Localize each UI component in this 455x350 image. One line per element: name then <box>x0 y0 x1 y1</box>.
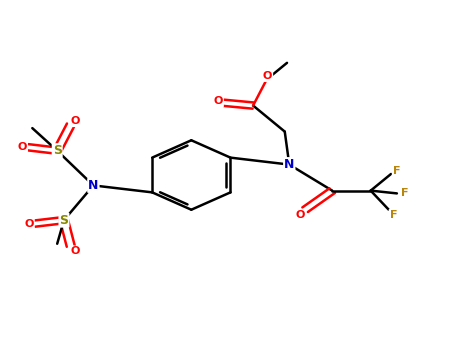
Text: O: O <box>71 116 80 126</box>
Text: S: S <box>53 144 62 157</box>
Text: O: O <box>25 219 34 229</box>
Text: O: O <box>18 142 27 152</box>
Text: O: O <box>213 96 223 106</box>
Text: F: F <box>401 188 409 198</box>
Text: F: F <box>393 166 400 176</box>
Text: F: F <box>389 210 397 220</box>
Text: N: N <box>88 179 99 192</box>
Text: N: N <box>284 158 294 171</box>
Text: S: S <box>60 214 68 227</box>
Text: O: O <box>296 210 305 220</box>
Text: O: O <box>263 71 272 81</box>
Text: O: O <box>71 246 80 257</box>
